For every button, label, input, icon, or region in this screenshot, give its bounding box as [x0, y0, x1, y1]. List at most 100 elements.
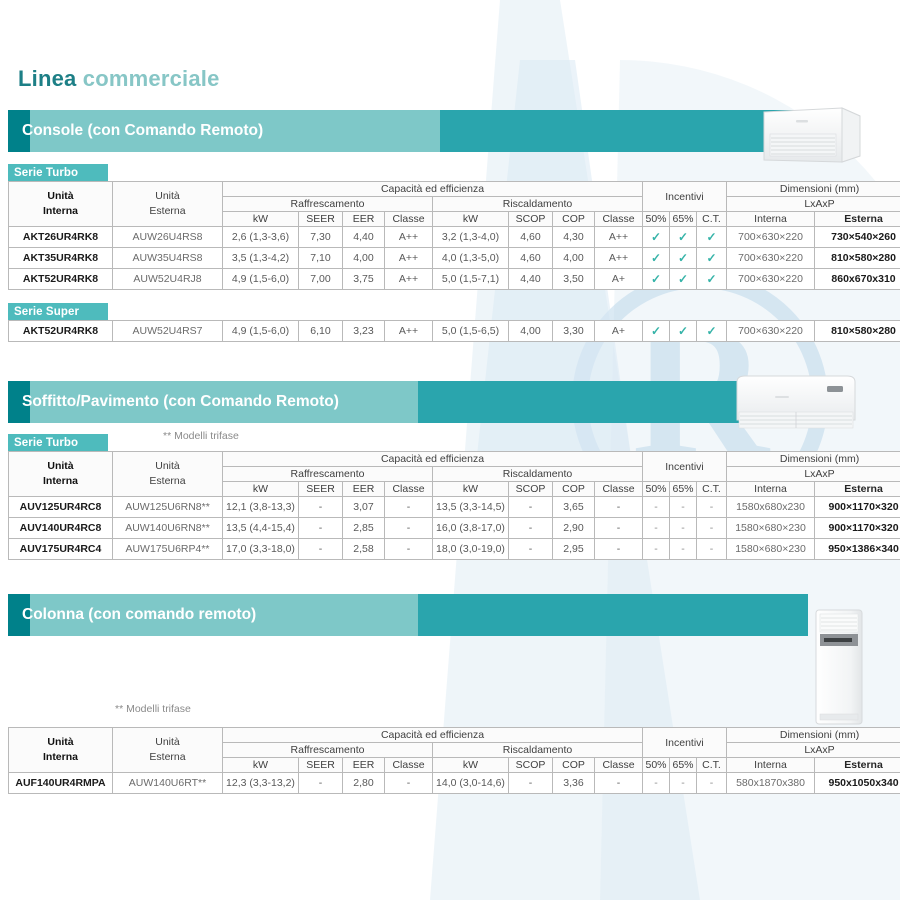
table-row: AKT35UR4RK8 AUW35U4RS8 3,5 (1,3-4,2) 7,10 4,… — [8, 247, 900, 269]
page-title: Linea commerciale — [18, 66, 220, 92]
header-incentivi: Incentivi — [641, 727, 728, 758]
cell-unita-esterna: AUW35U4RS8 — [112, 247, 223, 269]
header-dim-esterna: Esterna — [814, 757, 900, 773]
dash-placeholder: - — [654, 543, 658, 555]
check-icon: ✓ — [677, 272, 689, 286]
cell-eer: 2,80 — [342, 772, 385, 794]
cell-dim-esterna: 810×580×280 — [814, 247, 900, 269]
cell-eer: 2,58 — [342, 538, 385, 560]
cell-dim-interna: 580x1870x380 — [726, 772, 816, 794]
cell-scop: 4,60 — [508, 226, 553, 248]
banner-bar-dark — [418, 594, 808, 636]
product-image-colonna — [810, 606, 868, 728]
check-icon: ✓ — [650, 230, 662, 244]
cell-raff-kw: 2,6 (1,3-3,6) — [222, 226, 299, 248]
cell-inc50: ✓ — [642, 320, 670, 342]
table-row: AKT52UR4RK8 AUW52U4RJ8 4,9 (1,5-6,0) 7,00 3,… — [8, 268, 900, 290]
check-icon: ✓ — [650, 251, 662, 265]
cell-dim-esterna: 900×1170×320 — [814, 517, 900, 539]
check-icon: ✓ — [706, 251, 717, 265]
section-banner-console: Console (con Comando Remoto) — [8, 110, 808, 152]
header-dimensioni: Dimensioni (mm) — [726, 451, 900, 467]
header-dimensioni: Dimensioni (mm) — [726, 727, 900, 743]
cell-unita-interna: AKT52UR4RK8 — [8, 268, 113, 290]
cell-raff-kw: 4,9 (1,5-6,0) — [222, 320, 299, 342]
cell-eer: 4,00 — [342, 247, 385, 269]
header-inc50: 50% — [642, 481, 670, 497]
dash-placeholder: - — [709, 543, 714, 555]
section-title-colonna: Colonna (con comando remoto) — [22, 606, 257, 623]
cell-unita-esterna: AUW140U6RT** — [112, 772, 223, 794]
cell-raff-classe: - — [384, 496, 433, 518]
cell-unita-interna: AUV125UR4RC8 — [8, 496, 113, 518]
header-unita-esterna-l1: Unità — [155, 735, 180, 748]
cell-ct: - — [695, 496, 728, 518]
header-unita-interna-l1: Unità — [47, 189, 74, 202]
header-cop: COP — [552, 211, 595, 227]
cell-risc-classe: - — [594, 517, 643, 539]
cell-risc-kw: 3,2 (1,3-4,0) — [432, 226, 509, 248]
header-unita-interna-l2: Interna — [42, 205, 78, 217]
cell-risc-kw: 14,0 (3,0-14,6) — [432, 772, 509, 794]
cell-raff-classe: - — [384, 772, 433, 794]
cell-dim-esterna: 810×580×280 — [814, 320, 900, 342]
serie-tag-soffitto-turbo: Serie Turbo — [8, 434, 108, 451]
header-lxaxp: LxAxP — [726, 742, 900, 758]
cell-inc65: ✓ — [669, 247, 697, 269]
header-unita-interna: Unità Interna — [8, 727, 113, 773]
spec-table-console-turbo-body: AKT26UR4RK8 AUW26U4RS8 2,6 (1,3-3,6) 7,30 4,… — [8, 226, 900, 290]
cell-risc-classe: A+ — [594, 320, 643, 342]
header-cop: COP — [552, 757, 595, 773]
cell-inc65: ✓ — [669, 226, 697, 248]
header-capacita: Capacità ed efficienza — [222, 181, 643, 197]
cell-inc50: - — [642, 772, 670, 794]
cell-raff-classe: A++ — [384, 226, 433, 248]
section-title-soffitto: Soffitto/Pavimento (con Comando Remoto) — [22, 393, 339, 410]
product-image-soffitto — [731, 372, 861, 436]
cell-risc-kw: 16,0 (3,8-17,0) — [432, 517, 509, 539]
spec-table-soffitto-turbo-body: AUV125UR4RC8 AUW125U6RN8** 12,1 (3,8-13,3)… — [8, 496, 900, 560]
header-seer: SEER — [298, 757, 343, 773]
header-unita-interna-l1: Unità — [47, 735, 74, 748]
header-scop: SCOP — [508, 211, 553, 227]
check-icon: ✓ — [706, 230, 717, 244]
banner-bar-dark — [440, 110, 808, 152]
cell-ct: ✓ — [695, 268, 728, 290]
header-dim-esterna: Esterna — [814, 211, 900, 227]
check-icon: ✓ — [677, 251, 689, 265]
cell-inc50: ✓ — [642, 247, 670, 269]
cell-dim-esterna: 950×1386×340 — [814, 538, 900, 560]
header-lxaxp: LxAxP — [726, 196, 900, 212]
header-seer: SEER — [298, 211, 343, 227]
cell-inc65: - — [669, 496, 697, 518]
header-eer: EER — [342, 211, 385, 227]
cell-seer: 6,10 — [298, 320, 343, 342]
table-row: AUV125UR4RC8 AUW125U6RN8** 12,1 (3,8-13,3)… — [8, 496, 900, 518]
header-unita-esterna-l2: Esterna — [149, 205, 186, 217]
table-row: AKT26UR4RK8 AUW26U4RS8 2,6 (1,3-3,6) 7,30 4,… — [8, 226, 900, 248]
cell-unita-interna: AUV175UR4RC4 — [8, 538, 113, 560]
cell-raff-kw: 3,5 (1,3-4,2) — [222, 247, 299, 269]
cell-risc-classe: - — [594, 496, 643, 518]
header-raff-kw: kW — [222, 481, 299, 497]
cell-seer: - — [298, 538, 343, 560]
cell-seer: - — [298, 772, 343, 794]
spec-table-console-turbo: Unità Interna Unità Esterna Capacità ed … — [8, 181, 900, 290]
header-ct: C.T. — [695, 481, 728, 497]
cell-inc50: - — [642, 538, 670, 560]
cell-dim-interna: 1580x680x230 — [726, 496, 816, 518]
cell-raff-classe: A++ — [384, 268, 433, 290]
dash-placeholder: - — [709, 522, 714, 534]
check-icon: ✓ — [706, 324, 717, 338]
cell-unita-esterna: AUW140U6RN8** — [112, 517, 223, 539]
cell-inc65: ✓ — [669, 268, 697, 290]
header-unita-esterna-l2: Esterna — [149, 475, 186, 487]
cell-unita-interna: AKT26UR4RK8 — [8, 226, 113, 248]
cell-raff-kw: 12,3 (3,3-13,2) — [222, 772, 299, 794]
header-inc65: 65% — [669, 211, 697, 227]
header-riscaldamento: Riscaldamento — [432, 466, 643, 482]
cell-ct: - — [695, 772, 728, 794]
cell-risc-classe: A++ — [594, 247, 643, 269]
header-unita-esterna-l2: Esterna — [149, 751, 186, 763]
dash-placeholder: - — [709, 501, 714, 513]
